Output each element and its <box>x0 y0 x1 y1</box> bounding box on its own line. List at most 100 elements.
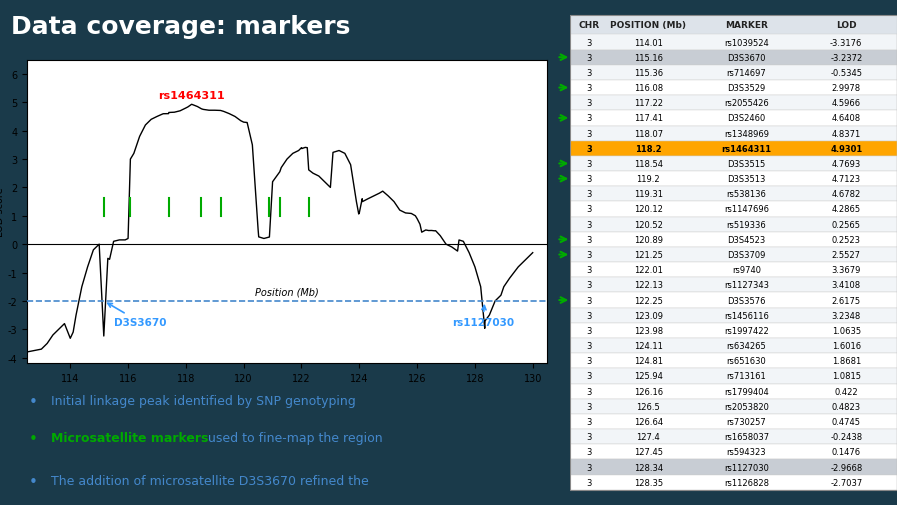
Text: rs1126828: rs1126828 <box>724 478 769 487</box>
Bar <box>570 187 897 202</box>
Text: 3: 3 <box>587 341 592 350</box>
Text: 3.3679: 3.3679 <box>832 266 861 275</box>
Text: D3S3576: D3S3576 <box>727 296 766 305</box>
Text: 122.01: 122.01 <box>634 266 663 275</box>
Text: 3: 3 <box>587 175 592 184</box>
Text: rs1127343: rs1127343 <box>724 281 769 290</box>
Text: D3S3529: D3S3529 <box>727 84 765 93</box>
Text: 3: 3 <box>587 160 592 169</box>
Text: Data coverage: markers: Data coverage: markers <box>11 15 351 39</box>
Text: 120.12: 120.12 <box>634 205 663 214</box>
Text: 118.2: 118.2 <box>635 144 661 154</box>
Text: used to fine-map the region: used to fine-map the region <box>205 431 383 444</box>
Text: D3S3709: D3S3709 <box>727 250 765 260</box>
Text: 3: 3 <box>587 417 592 426</box>
Text: LOD: LOD <box>836 21 857 30</box>
Text: D3S4523: D3S4523 <box>727 235 765 244</box>
Text: 3: 3 <box>587 447 592 457</box>
Text: rs519336: rs519336 <box>727 220 766 229</box>
Text: 2.6175: 2.6175 <box>832 296 861 305</box>
Bar <box>570 16 897 35</box>
Text: 4.9301: 4.9301 <box>830 144 862 154</box>
Text: 0.2523: 0.2523 <box>832 235 861 244</box>
Text: D3S3670: D3S3670 <box>108 304 166 327</box>
Bar <box>570 111 897 126</box>
Bar <box>570 172 897 187</box>
Text: 3: 3 <box>587 54 592 63</box>
Text: rs713161: rs713161 <box>727 372 766 381</box>
Text: rs594323: rs594323 <box>727 447 766 457</box>
Bar <box>570 81 897 96</box>
Text: 2.5527: 2.5527 <box>832 250 861 260</box>
Text: 1.0815: 1.0815 <box>832 372 861 381</box>
Text: 3: 3 <box>587 38 592 47</box>
Bar <box>570 429 897 444</box>
Text: rs651630: rs651630 <box>727 357 766 366</box>
Text: rs1464311: rs1464311 <box>721 144 771 154</box>
Text: 4.6408: 4.6408 <box>832 114 861 123</box>
Text: -3.3176: -3.3176 <box>830 38 862 47</box>
Bar <box>570 217 897 232</box>
Text: 3: 3 <box>587 250 592 260</box>
Text: 120.89: 120.89 <box>633 235 663 244</box>
Text: 119.31: 119.31 <box>633 190 663 199</box>
Text: 117.41: 117.41 <box>633 114 663 123</box>
Text: 114.01: 114.01 <box>634 38 663 47</box>
Text: 3: 3 <box>587 84 592 93</box>
Text: D3S3513: D3S3513 <box>727 175 765 184</box>
Text: 3: 3 <box>587 463 592 472</box>
Text: 3: 3 <box>587 205 592 214</box>
Bar <box>570 157 897 172</box>
Text: 121.25: 121.25 <box>634 250 663 260</box>
Text: 3: 3 <box>587 311 592 320</box>
Text: 3: 3 <box>587 190 592 199</box>
Text: 115.36: 115.36 <box>633 69 663 78</box>
Text: 128.35: 128.35 <box>633 478 663 487</box>
Text: rs714697: rs714697 <box>727 69 766 78</box>
Text: rs2055426: rs2055426 <box>724 99 769 108</box>
Text: 3: 3 <box>587 281 592 290</box>
Bar <box>570 323 897 338</box>
Text: 117.22: 117.22 <box>633 99 663 108</box>
Text: 4.8371: 4.8371 <box>832 129 861 138</box>
Bar <box>570 338 897 354</box>
Text: 0.4745: 0.4745 <box>832 417 861 426</box>
Text: 127.4: 127.4 <box>636 432 660 441</box>
Text: rs1799404: rs1799404 <box>724 387 769 396</box>
Bar <box>570 399 897 414</box>
Text: 118.54: 118.54 <box>633 160 663 169</box>
Bar <box>570 247 897 263</box>
Bar <box>570 460 897 475</box>
Text: 3: 3 <box>587 69 592 78</box>
Text: rs1997422: rs1997422 <box>724 326 769 335</box>
Text: MARKER: MARKER <box>725 21 768 30</box>
Text: 3.4108: 3.4108 <box>832 281 861 290</box>
Text: D3S3515: D3S3515 <box>727 160 765 169</box>
Text: Microsatellite markers: Microsatellite markers <box>51 431 209 444</box>
Text: 3.2348: 3.2348 <box>832 311 861 320</box>
Text: 115.16: 115.16 <box>633 54 663 63</box>
Text: POSITION (Mb): POSITION (Mb) <box>610 21 686 30</box>
Bar <box>570 126 897 141</box>
Text: 122.25: 122.25 <box>634 296 663 305</box>
Text: rs1464311: rs1464311 <box>159 91 225 101</box>
Bar <box>570 202 897 217</box>
Bar <box>570 293 897 308</box>
Text: •: • <box>29 431 38 446</box>
Text: 123.98: 123.98 <box>633 326 663 335</box>
Text: 0.4823: 0.4823 <box>832 402 861 411</box>
Bar <box>570 141 897 157</box>
Bar <box>570 354 897 369</box>
Bar <box>570 414 897 429</box>
Text: 126.64: 126.64 <box>633 417 663 426</box>
Text: 122.13: 122.13 <box>633 281 663 290</box>
Bar <box>570 475 897 490</box>
Text: 0.422: 0.422 <box>834 387 858 396</box>
Text: -2.7037: -2.7037 <box>830 478 862 487</box>
Bar <box>570 66 897 81</box>
Text: -0.5345: -0.5345 <box>831 69 862 78</box>
Text: 118.07: 118.07 <box>633 129 663 138</box>
Text: 4.6782: 4.6782 <box>832 190 861 199</box>
Text: 3: 3 <box>587 220 592 229</box>
Text: 1.0635: 1.0635 <box>832 326 861 335</box>
